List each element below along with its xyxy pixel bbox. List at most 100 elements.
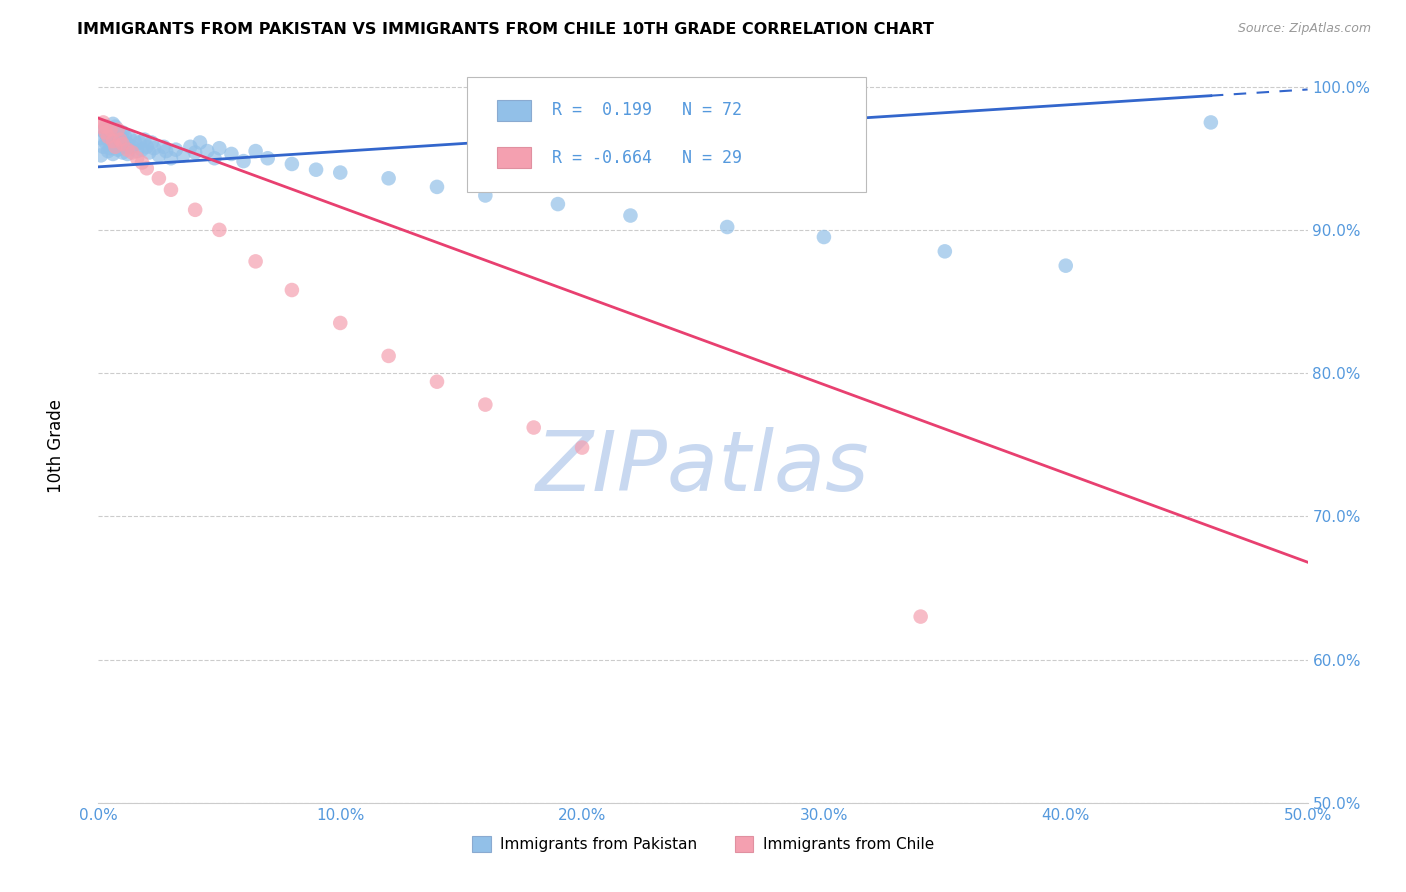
Point: [101, 134, 124, 148]
Point: [148, 148, 170, 162]
Point: [188, 136, 211, 150]
Point: [245, 254, 267, 268]
Point: [94, 127, 117, 141]
Point: [160, 151, 183, 165]
Point: [547, 197, 569, 211]
Point: [127, 151, 149, 165]
Point: [141, 136, 163, 150]
Point: [204, 151, 226, 165]
Point: [104, 140, 127, 154]
Point: [138, 145, 160, 160]
Point: [232, 154, 254, 169]
Point: [90, 148, 112, 162]
Point: [281, 157, 304, 171]
Point: [329, 165, 352, 179]
Text: IMMIGRANTS FROM PAKISTAN VS IMMIGRANTS FROM CHILE 10TH GRADE CORRELATION CHART: IMMIGRANTS FROM PAKISTAN VS IMMIGRANTS F…: [77, 22, 934, 37]
Point: [107, 122, 129, 136]
Point: [104, 140, 127, 154]
Point: [108, 133, 131, 147]
Point: [107, 134, 129, 148]
Point: [91, 115, 114, 129]
Point: [135, 140, 157, 154]
FancyBboxPatch shape: [498, 100, 531, 120]
Point: [101, 136, 124, 151]
Point: [118, 131, 141, 145]
Point: [474, 188, 496, 202]
Point: [94, 120, 117, 134]
Point: [108, 136, 131, 151]
Text: R =  0.199   N = 72: R = 0.199 N = 72: [551, 101, 742, 120]
Point: [134, 133, 156, 147]
Point: [101, 127, 124, 141]
Point: [165, 143, 187, 157]
Point: [100, 122, 122, 136]
Point: [329, 316, 352, 330]
Point: [619, 209, 641, 223]
Point: [571, 441, 593, 455]
Point: [100, 121, 122, 136]
Point: [90, 131, 112, 145]
Point: [97, 122, 120, 136]
Point: [94, 120, 117, 134]
Point: [94, 125, 117, 139]
Point: [152, 140, 174, 154]
Point: [143, 141, 166, 155]
Point: [256, 151, 278, 165]
Point: [716, 219, 738, 234]
Legend: Immigrants from Pakistan, Immigrants from Chile: Immigrants from Pakistan, Immigrants fro…: [467, 830, 939, 858]
Point: [172, 148, 194, 162]
Point: [208, 141, 231, 155]
Point: [121, 145, 143, 160]
Point: [1054, 259, 1077, 273]
Point: [160, 183, 183, 197]
Point: [97, 129, 120, 144]
Point: [97, 133, 120, 147]
Point: [523, 420, 546, 434]
Point: [128, 136, 150, 150]
Point: [135, 161, 157, 176]
Point: [195, 144, 218, 158]
Point: [208, 223, 231, 237]
Text: Source: ZipAtlas.com: Source: ZipAtlas.com: [1237, 22, 1371, 36]
Point: [426, 180, 449, 194]
Point: [104, 129, 127, 144]
Point: [97, 144, 120, 158]
Text: 10th Grade: 10th Grade: [48, 399, 65, 493]
Point: [114, 129, 136, 144]
Point: [94, 136, 117, 150]
Point: [426, 375, 449, 389]
Point: [108, 127, 131, 141]
Point: [91, 124, 114, 138]
Point: [377, 171, 399, 186]
Point: [100, 141, 122, 155]
Point: [117, 143, 139, 157]
Point: [184, 202, 207, 217]
Point: [179, 140, 201, 154]
Text: ZIPatlas: ZIPatlas: [536, 427, 870, 508]
Point: [91, 140, 114, 154]
Point: [474, 398, 496, 412]
Point: [131, 155, 153, 169]
FancyBboxPatch shape: [467, 77, 866, 192]
Point: [117, 147, 139, 161]
Point: [131, 143, 153, 157]
Point: [111, 136, 134, 151]
Point: [184, 145, 207, 160]
FancyBboxPatch shape: [498, 147, 531, 169]
Point: [111, 145, 134, 160]
Point: [1199, 115, 1222, 129]
Point: [111, 125, 134, 139]
Point: [100, 131, 122, 145]
Point: [245, 144, 267, 158]
Point: [90, 120, 112, 134]
Point: [107, 124, 129, 138]
Point: [148, 171, 170, 186]
Point: [155, 144, 177, 158]
Point: [121, 140, 143, 154]
Point: [101, 117, 124, 131]
Point: [813, 230, 835, 244]
Point: [114, 140, 136, 154]
Point: [221, 147, 243, 161]
Point: [111, 136, 134, 150]
Point: [101, 147, 124, 161]
